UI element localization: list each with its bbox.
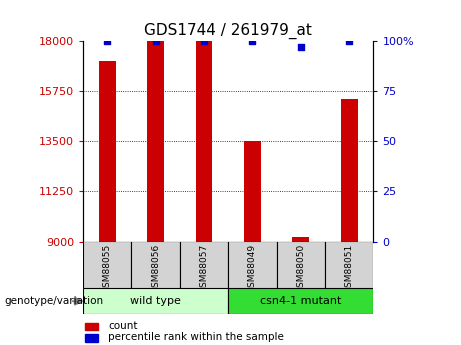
Point [103,39,111,44]
Bar [85,334,98,342]
Text: csn4-1 mutant: csn4-1 mutant [260,296,342,306]
Text: wild type: wild type [130,296,181,306]
Text: GSM88049: GSM88049 [248,244,257,293]
Text: percentile rank within the sample: percentile rank within the sample [108,333,284,342]
Text: GSM88055: GSM88055 [103,244,112,293]
Text: genotype/variation: genotype/variation [5,296,104,306]
Bar [341,99,358,242]
Point [152,39,160,44]
Bar [277,241,325,288]
Bar [195,41,213,242]
Bar [83,241,131,288]
Bar [244,141,261,242]
Bar [85,323,98,330]
Bar [147,41,164,242]
Point [249,39,256,44]
Bar [131,241,180,288]
Point [297,45,304,50]
Point [200,39,207,44]
Text: count: count [108,321,138,331]
Bar [228,241,277,288]
Bar [292,237,309,241]
Bar [83,288,228,314]
Text: GSM88050: GSM88050 [296,244,305,293]
Text: GSM88051: GSM88051 [345,244,354,293]
Bar [228,288,373,314]
Point [346,39,353,44]
Bar [325,241,373,288]
Text: GSM88057: GSM88057 [200,244,208,293]
Title: GDS1744 / 261979_at: GDS1744 / 261979_at [144,22,312,39]
Bar [180,241,228,288]
Bar [99,61,116,242]
Text: GSM88056: GSM88056 [151,244,160,293]
